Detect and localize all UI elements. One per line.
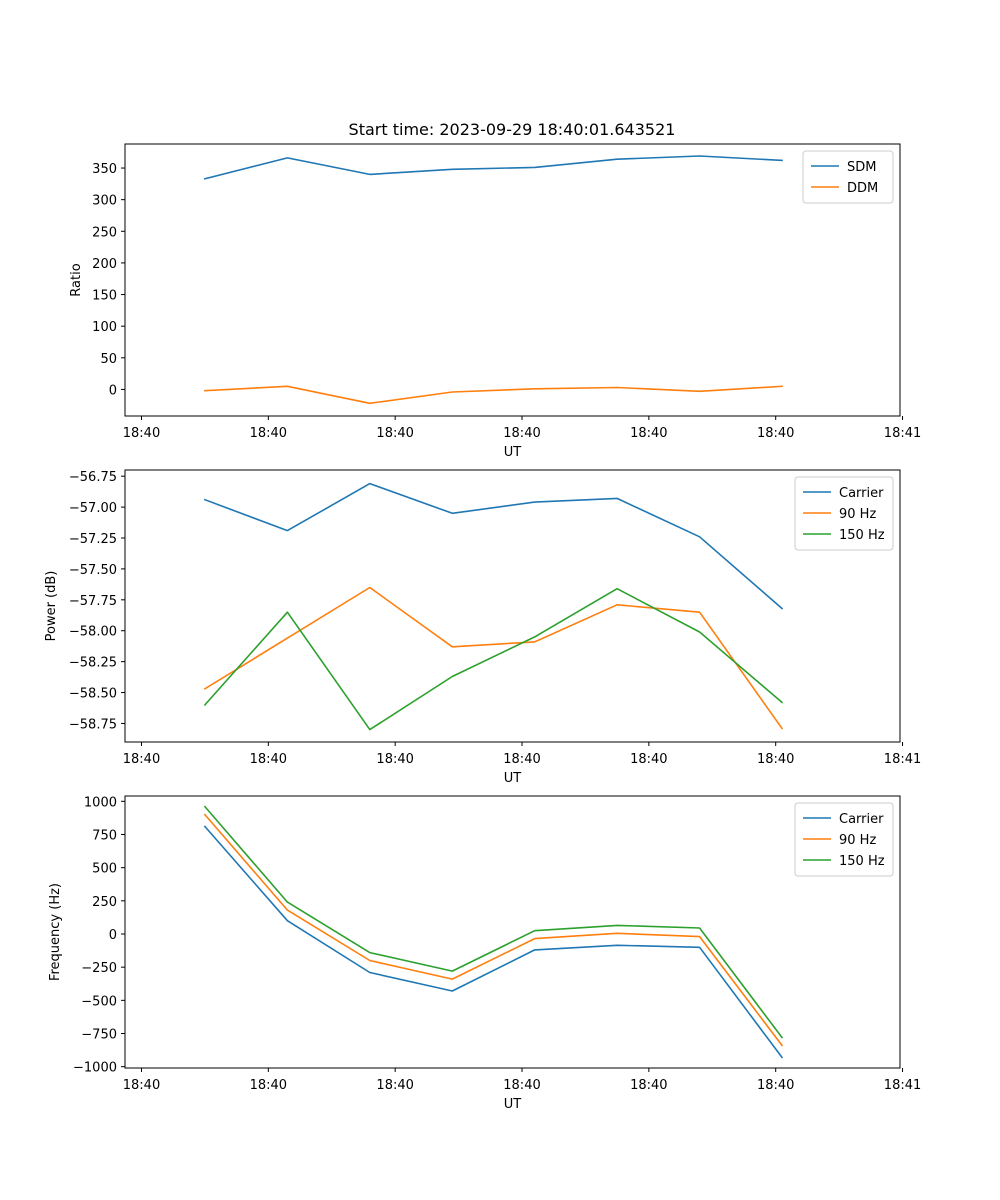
legend-box — [802, 150, 894, 204]
legend-entry: 150 Hz — [839, 528, 885, 543]
x-tick-label: 18:40 — [250, 1078, 287, 1093]
legend: Carrier 90 Hz 150 Hz — [794, 802, 894, 877]
x-tick-label: 18:40 — [503, 752, 540, 767]
y-tick-label: −58.25 — [69, 656, 117, 671]
y-tick-label: −57.00 — [69, 501, 117, 516]
series-line-carrier — [203, 482, 784, 610]
x-tick-label: 18:40 — [376, 426, 413, 441]
y-axis-label: Ratio — [69, 263, 84, 296]
y-axis-label: Frequency (Hz) — [48, 883, 63, 981]
x-tick-label: 18:40 — [250, 752, 287, 767]
x-tick-label: 18:41 — [884, 1078, 921, 1093]
x-tick-label: 18:40 — [250, 426, 287, 441]
y-tick-label: −750 — [81, 1028, 117, 1043]
legend: SDM DDM — [802, 150, 894, 204]
y-tick-label: −58.75 — [69, 717, 117, 732]
y-tick-label: 750 — [92, 828, 117, 843]
y-tick-label: 350 — [92, 162, 117, 177]
y-tick-label: −58.00 — [69, 625, 117, 640]
x-tick-label: 18:40 — [376, 752, 413, 767]
series-line-90-hz — [203, 586, 784, 730]
ratio-panel: 18:40 18:40 18:40 18:40 18:40 18:40 18:41 0 50 10… — [69, 143, 921, 460]
y-tick-label: −57.50 — [69, 563, 117, 578]
y-tick-label: 50 — [100, 352, 117, 367]
x-tick-label: 18:40 — [757, 426, 794, 441]
y-tick-label: 200 — [92, 257, 117, 272]
series-line-150-hz — [203, 805, 784, 1039]
x-axis-label: UT — [504, 1097, 522, 1112]
legend-entry: 90 Hz — [839, 507, 876, 522]
legend-entry: 150 Hz — [839, 854, 885, 869]
x-tick-label: 18:40 — [503, 426, 540, 441]
legend-entry: SDM — [847, 160, 876, 175]
legend-entry: Carrier — [839, 486, 884, 501]
axes-frame — [124, 143, 901, 417]
y-tick-label: 250 — [92, 225, 117, 240]
x-tick-label: 18:40 — [123, 426, 160, 441]
axes-frame — [124, 795, 901, 1069]
x-tick-label: 18:41 — [884, 752, 921, 767]
series-line-90-hz — [203, 813, 784, 1047]
y-tick-label: 1000 — [84, 795, 117, 810]
legend-box — [794, 476, 894, 551]
series-line-sdm — [203, 155, 783, 180]
y-tick-label: 0 — [109, 928, 117, 943]
x-tick-label: 18:40 — [757, 752, 794, 767]
y-tick-label: −57.75 — [69, 594, 117, 609]
x-tick-label: 18:40 — [503, 1078, 540, 1093]
x-tick-label: 18:40 — [630, 1078, 667, 1093]
legend-box — [794, 802, 894, 877]
frequency-panel: 18:40 18:40 18:40 18:40 18:40 18:40 18:41 −1000… — [48, 795, 921, 1112]
legend: Carrier 90 Hz 150 Hz — [794, 476, 894, 551]
x-tick-label: 18:40 — [123, 752, 160, 767]
y-tick-label: −250 — [81, 961, 117, 976]
y-tick-label: 500 — [92, 862, 117, 877]
power-panel: 18:40 18:40 18:40 18:40 18:40 18:40 18:41 −58.7… — [44, 469, 921, 786]
series-line-carrier — [203, 825, 784, 1059]
x-axis-label: UT — [504, 445, 522, 460]
series-line-150-hz — [203, 587, 784, 731]
y-tick-label: 0 — [109, 383, 117, 398]
legend-entry: Carrier — [839, 812, 884, 827]
y-tick-label: 150 — [92, 289, 117, 304]
legend-entry: 90 Hz — [839, 833, 876, 848]
y-tick-label: 100 — [92, 320, 117, 335]
x-tick-label: 18:40 — [376, 1078, 413, 1093]
y-tick-label: −56.75 — [69, 470, 117, 485]
y-tick-label: −58.50 — [69, 687, 117, 702]
y-tick-label: 250 — [92, 895, 117, 910]
y-tick-label: 300 — [92, 194, 117, 209]
x-tick-label: 18:40 — [630, 752, 667, 767]
chart-title: Start time: 2023-09-29 18:40:01.643521 — [349, 120, 676, 139]
series-line-ddm — [204, 385, 783, 405]
x-tick-label: 18:40 — [757, 1078, 794, 1093]
y-tick-label: −500 — [81, 994, 117, 1009]
x-tick-label: 18:40 — [630, 426, 667, 441]
x-tick-label: 18:40 — [123, 1078, 160, 1093]
axes-frame — [124, 469, 901, 743]
y-axis-label: Power (dB) — [44, 571, 59, 642]
x-axis-label: UT — [504, 771, 522, 786]
y-tick-label: −57.25 — [69, 532, 117, 547]
legend-entry: DDM — [847, 181, 878, 196]
y-tick-label: −1000 — [73, 1061, 117, 1076]
x-tick-label: 18:41 — [884, 426, 921, 441]
